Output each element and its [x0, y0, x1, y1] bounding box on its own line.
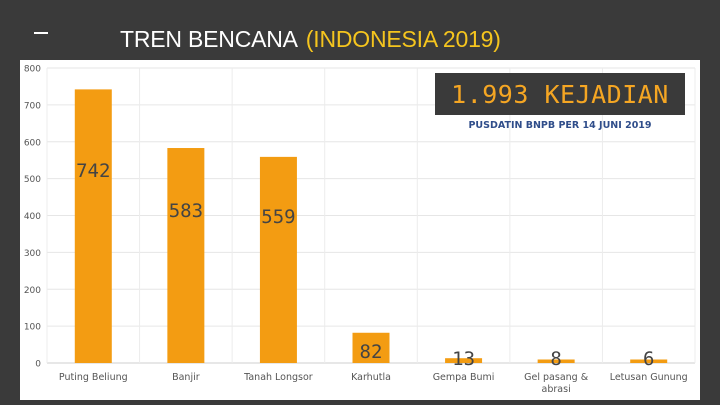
title-dash [34, 32, 48, 34]
bar [259, 156, 297, 363]
category-label: Letusan Gunung [610, 372, 688, 383]
y-tick-label: 800 [24, 65, 41, 75]
data-label: 8 [550, 348, 561, 370]
y-tick-label: 200 [24, 286, 41, 296]
bar [630, 359, 668, 363]
y-tick-label: 400 [24, 212, 41, 222]
bar [167, 148, 205, 363]
total-banner: 1.993 KEJADIAN [435, 73, 685, 115]
category-label: Karhutla [351, 372, 391, 383]
title-highlight: (INDONESIA 2019) [305, 26, 501, 52]
data-label: 82 [360, 341, 383, 363]
data-label: 6 [643, 348, 654, 370]
y-tick-label: 600 [24, 138, 41, 148]
bar [74, 89, 112, 363]
y-tick-label: 300 [24, 249, 41, 259]
category-label: Gempa Bumi [433, 372, 495, 383]
bar [537, 359, 575, 363]
category-label: Tanah Longsor [243, 372, 313, 383]
page-title: TREN BENCANA (INDONESIA 2019) [120, 26, 501, 53]
data-label: 583 [169, 200, 203, 222]
data-label: 559 [261, 206, 295, 228]
y-tick-label: 500 [24, 175, 41, 185]
y-tick-label: 100 [24, 323, 41, 333]
bar [352, 332, 390, 363]
source-note: PUSDATIN BNPB PER 14 JUNI 2019 [468, 120, 652, 131]
chart-panel: 0 100 200 300 400 500 600 700 800 742 Puting Beliu… [20, 60, 700, 400]
y-tick-label: 700 [24, 101, 41, 111]
category-label: Banjir [172, 372, 200, 383]
data-label: 13 [452, 348, 475, 370]
category-label: Puting Beliung [59, 372, 128, 383]
data-label: 742 [76, 160, 110, 182]
title-main: TREN BENCANA [120, 26, 298, 52]
total-banner-text: 1.993 KEJADIAN [451, 79, 669, 109]
category-label: Gel pasang & abrasi [524, 372, 589, 395]
y-tick-label: 0 [35, 360, 41, 370]
bar [445, 358, 483, 363]
bar-chart: 0 100 200 300 400 500 600 700 800 742 Puting Beliu… [24, 65, 696, 395]
